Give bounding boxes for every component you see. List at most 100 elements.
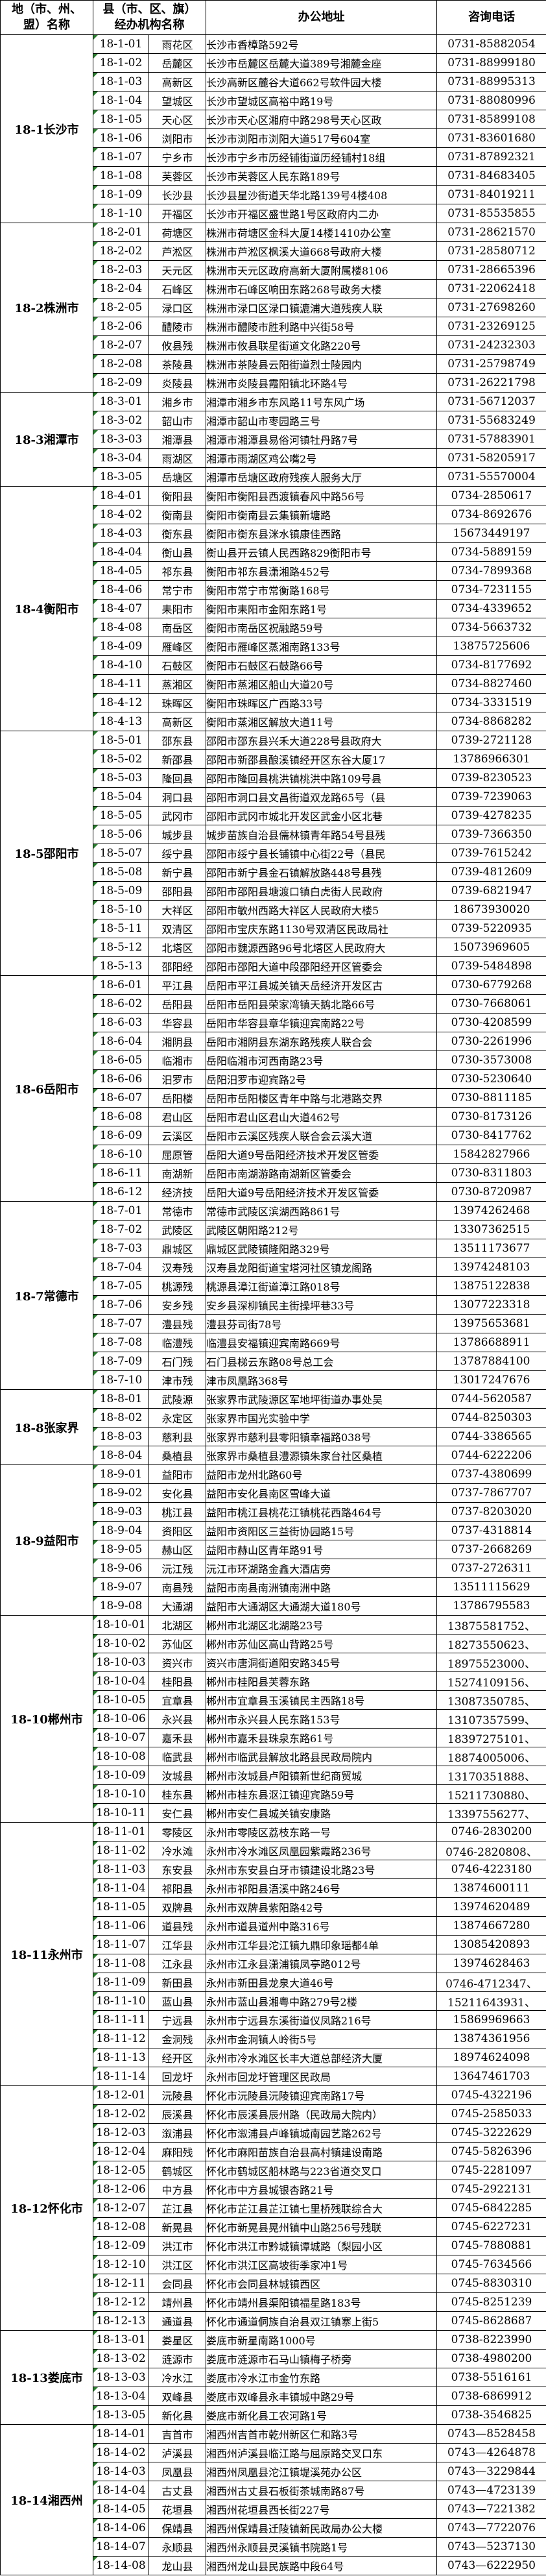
table-row: 18-7-09 石门残 石门县梯云东路08号总工会 13787884100 bbox=[1, 1352, 546, 1371]
phone-cell: 13874600111 bbox=[436, 1878, 546, 1898]
phone-cell: 15673449197 bbox=[436, 524, 546, 543]
phone-cell: 15842827966 bbox=[436, 1145, 546, 1164]
prefecture-group-label: 18-4衡阳市 bbox=[0, 486, 93, 731]
table-row: 18-6-07 岳阳楼 岳阳市岳阳楼区青年中路与北港路交界 0730-8811185 bbox=[1, 1088, 546, 1108]
county-cell: 大通湖 bbox=[148, 1596, 206, 1616]
address-cell: 衡阳市衡东县洣水镇康佳西路 bbox=[206, 524, 437, 543]
code-cell: 18-1-01 bbox=[93, 34, 149, 54]
table-row: 18-7-04 汉寿残 汉寿县龙阳街道宝塔河社区镇龙阁路 13974248103 bbox=[1, 1258, 546, 1277]
county-cell: 醴陵市 bbox=[148, 317, 206, 336]
address-cell: 岳阳临湘市河西南路23号 bbox=[206, 1051, 437, 1070]
code-cell: 18-7-10 bbox=[93, 1370, 149, 1390]
code-cell: 18-2-09 bbox=[93, 373, 149, 393]
phone-cell: 0737-2726311 bbox=[436, 1559, 546, 1578]
county-cell: 安化县 bbox=[148, 1483, 206, 1503]
phone-cell: 0734-7231155 bbox=[436, 580, 546, 600]
table-row: 18-7-08 临澧残 临澧县安福镇迎宾南路669号 13786688911 bbox=[1, 1333, 546, 1352]
county-cell: 衡阳县 bbox=[148, 486, 206, 505]
table-row: 18-9-04 资阳区 益阳市资阳区三益街协园路15号 0737-4318814 bbox=[1, 1521, 546, 1540]
code-cell: 18-9-07 bbox=[93, 1577, 149, 1597]
code-cell: 18-12-05 bbox=[93, 2161, 149, 2180]
phone-cell: 0730-5230640 bbox=[436, 1069, 546, 1089]
table-row: 18-14-05 花垣县 湘西州花垣县西长街227号 0743—7221382 bbox=[1, 2499, 546, 2519]
address-cell: 株洲市天元区政府高新大厦附属楼8106 bbox=[206, 260, 437, 280]
table-row: 18-4-09 雁峰区 衡阳市雁峰区蒸湘南路133号 13875725606 bbox=[1, 637, 546, 656]
table-row: 18-3湘潭市 18-3-01 湘乡市 湘潭市湘乡市东风路11号东风广场 0731-56… bbox=[0, 392, 546, 487]
code-cell: 18-7-05 bbox=[93, 1276, 149, 1296]
county-cell: 北湖区 bbox=[148, 1615, 206, 1634]
address-cell: 株洲市芦淞区枫溪大道668号政府大楼 bbox=[206, 241, 437, 261]
address-cell: 娄底市新星南路1000号 bbox=[206, 2330, 437, 2350]
address-cell: 湘西州吉首市乾州新区仁和路3号 bbox=[206, 2424, 437, 2444]
phone-cell: 0734-8868282 bbox=[436, 712, 546, 731]
table-row: 18-10-04 桂阳县 郴州市桂阳县芙蓉东路 15274109156、 bbox=[1, 1671, 546, 1691]
phone-cell: 13974262468 bbox=[436, 1201, 546, 1221]
address-cell: 资兴市唐洞街道阳安路345号 bbox=[206, 1653, 437, 1672]
code-cell: 18-11-12 bbox=[93, 2029, 149, 2048]
county-cell: 江华县 bbox=[148, 1935, 206, 1954]
code-cell: 18-2-03 bbox=[93, 260, 149, 280]
address-cell: 张家界市桑植县澧源镇朱家台社区桑植 bbox=[206, 1446, 437, 1465]
county-cell: 祁阳县 bbox=[148, 1878, 206, 1898]
phone-cell: 0745-5826396 bbox=[436, 2142, 546, 2161]
code-cell: 18-10-06 bbox=[93, 1709, 149, 1729]
county-cell: 双牌县 bbox=[148, 1897, 206, 1917]
table-row: 18-5-13 邵阳经 邵阳市邵阳大道中段邵阳经开区管委会 0739-5484898 bbox=[1, 956, 546, 976]
code-cell: 18-10-03 bbox=[93, 1653, 149, 1672]
table-row: 18-5-12 北塔区 邵阳市魏源西路96号北塔区人民政府大 15073969605 bbox=[1, 938, 546, 957]
county-cell: 金洞残 bbox=[148, 2029, 206, 2048]
address-cell: 衡阳市雁峰区蒸湘南路133号 bbox=[206, 637, 437, 656]
phone-cell: 0731-28665396 bbox=[436, 260, 546, 280]
county-cell: 荷塘区 bbox=[148, 223, 206, 242]
phone-cell: 0745-6227231 bbox=[436, 2217, 546, 2237]
county-cell: 娄星区 bbox=[148, 2330, 206, 2350]
address-cell: 长沙市岳麓区岳麓大道389号湘麓金座 bbox=[206, 53, 437, 73]
code-cell: 18-6-04 bbox=[93, 1032, 149, 1051]
address-cell: 永州市金洞镇人岭街5号 bbox=[206, 2029, 437, 2048]
address-cell: 邵阳市绥宁县长铺镇中心街22号（县民 bbox=[206, 844, 437, 863]
address-cell: 岳阳市云溪区残疾人联合会云溪大道 bbox=[206, 1126, 437, 1145]
code-cell: 18-7-04 bbox=[93, 1258, 149, 1277]
code-cell: 18-10-01 bbox=[93, 1615, 149, 1634]
phone-cell: 13974628463 bbox=[436, 1954, 546, 1973]
address-cell: 衡阳市石鼓区石鼓路66号 bbox=[206, 655, 437, 675]
county-cell: 洪江区 bbox=[148, 2255, 206, 2274]
county-cell: 邵东县 bbox=[148, 731, 206, 750]
address-cell: 娄底市涟源市石马山镇梅子桥旁 bbox=[206, 2349, 437, 2368]
address-cell: 永州市新田县龙泉大道46号 bbox=[206, 1973, 437, 1992]
table-row: 18-10-10 桂东县 郴州市桂东县沤江镇迎宾路59号 15211730880、 bbox=[1, 1784, 546, 1804]
table-row: 18-7-02 武陵区 武陵区朝阳路212号 13307362515 bbox=[1, 1220, 546, 1239]
code-cell: 18-14-08 bbox=[93, 2556, 149, 2575]
county-cell: 慈利县 bbox=[148, 1427, 206, 1446]
address-cell: 怀化市鹤城区船林路与223省道交叉口 bbox=[206, 2161, 437, 2180]
phone-cell: 0738-5516161 bbox=[436, 2368, 546, 2387]
code-cell: 18-8-01 bbox=[93, 1389, 149, 1409]
code-cell: 18-10-08 bbox=[93, 1747, 149, 1766]
code-cell: 18-12-07 bbox=[93, 2198, 149, 2218]
phone-cell: 0743—5237130 bbox=[436, 2537, 546, 2557]
phone-cell: 0738-4980200 bbox=[436, 2349, 546, 2368]
address-cell: 株洲市攸县联星街道文化路220号 bbox=[206, 335, 437, 355]
phone-cell: 13087350785、 bbox=[436, 1690, 546, 1710]
address-cell: 张家界市慈利县零阳镇幸福路038号 bbox=[206, 1427, 437, 1446]
county-cell: 浏阳市 bbox=[148, 128, 206, 148]
table-row: 18-1-04 望城区 长沙市望城区高裕中路19号 0731-88080996 bbox=[1, 91, 546, 110]
phone-cell: 18975523000、 bbox=[436, 1653, 546, 1672]
phone-cell: 0737-8203020 bbox=[436, 1502, 546, 1522]
code-cell: 18-7-07 bbox=[93, 1314, 149, 1333]
phone-cell: 0731-85899108 bbox=[436, 110, 546, 129]
table-row: 18-12-03 溆浦县 怀化市溆浦县卢峰镇城南园艺路262号 0745-322262… bbox=[1, 2123, 546, 2143]
phone-cell: 0734-8827460 bbox=[436, 674, 546, 694]
address-cell: 永州市宁远县东溪街道仪凤路216号 bbox=[206, 2010, 437, 2030]
code-cell: 18-1-04 bbox=[93, 91, 149, 110]
address-cell: 长沙县星沙街道天华北路139号4楼408 bbox=[206, 185, 437, 204]
county-cell: 雁峰区 bbox=[148, 637, 206, 656]
phone-cell: 0739-7239063 bbox=[436, 787, 546, 807]
phone-cell: 0743—7722076 bbox=[436, 2518, 546, 2538]
code-cell: 18-6-05 bbox=[93, 1051, 149, 1070]
phone-cell: 0738-8223990 bbox=[436, 2330, 546, 2350]
code-cell: 18-4-13 bbox=[93, 712, 149, 731]
county-cell: 衡山县 bbox=[148, 542, 206, 562]
table-row: 18-11-06 道县残 永州市道县道州中路316号 13874667280 bbox=[1, 1916, 546, 1936]
code-cell: 18-12-10 bbox=[93, 2255, 149, 2274]
